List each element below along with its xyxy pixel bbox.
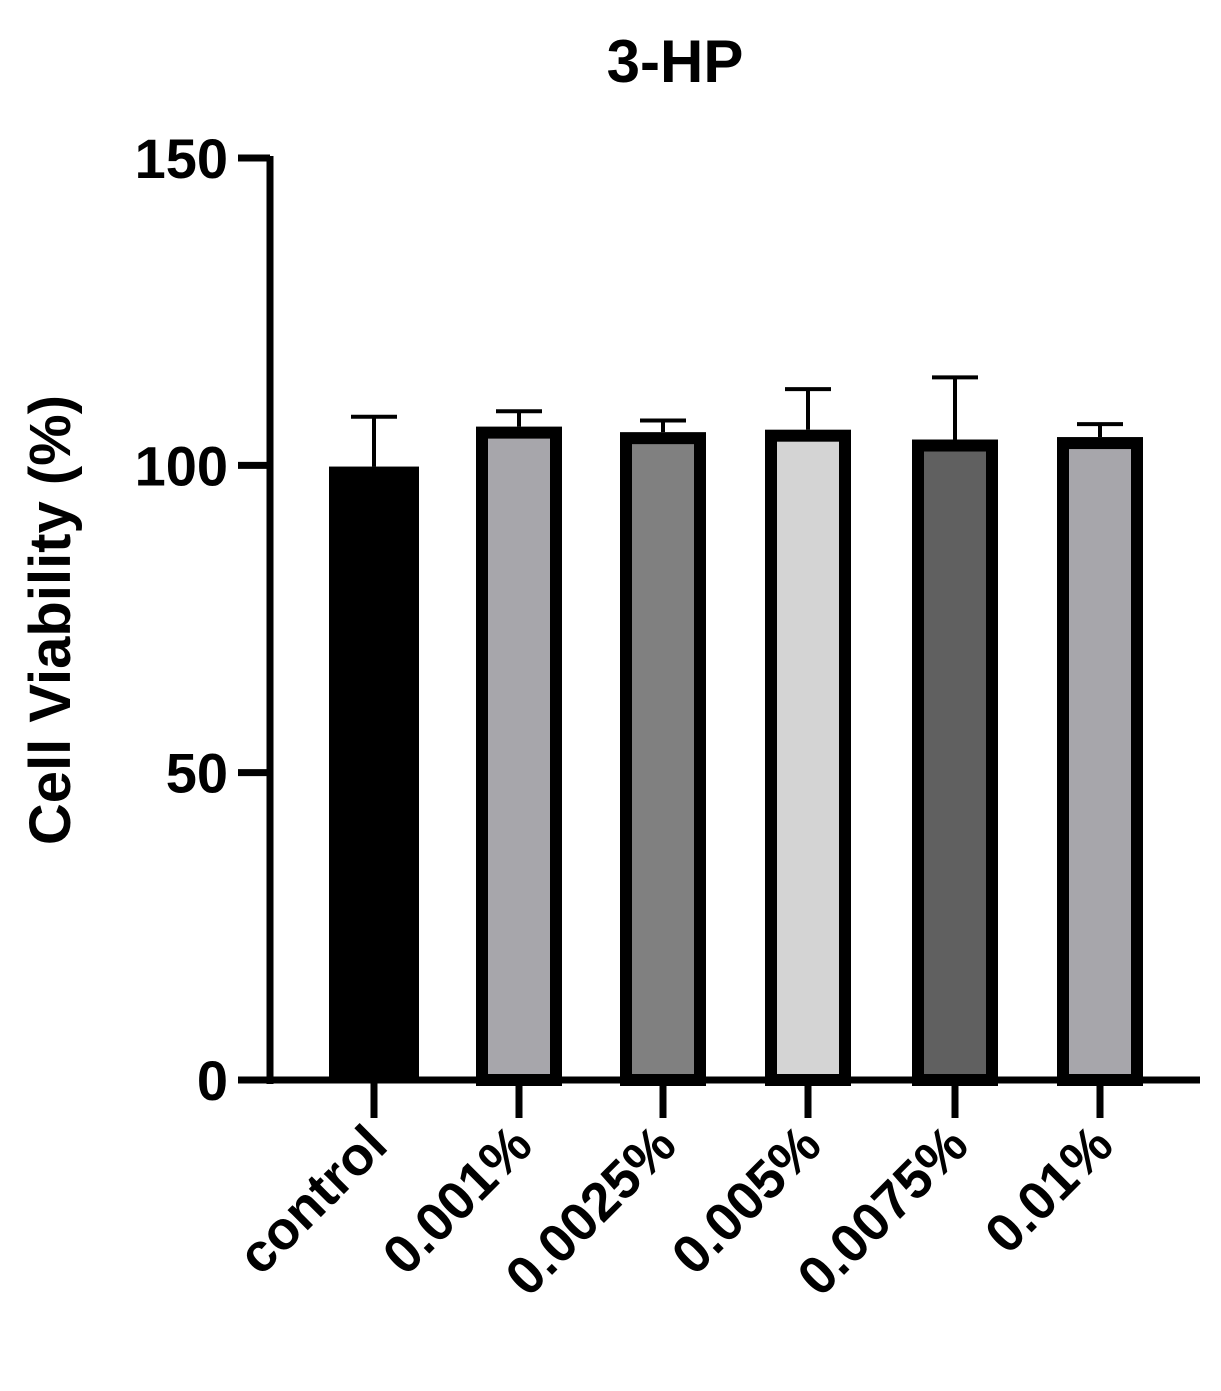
error-bars	[351, 375, 1123, 467]
x-tick-label: control	[227, 1114, 399, 1286]
y-tick-label: 50	[166, 742, 228, 805]
x-tick-label: 0.01%	[974, 1114, 1125, 1265]
y-tick-label: 100	[135, 434, 228, 497]
y-axis-label: Cell Viability (%)	[18, 395, 83, 845]
bar	[765, 429, 851, 1086]
bars	[329, 426, 1143, 1087]
chart-title: 3-HP	[607, 28, 744, 95]
y-tick-label: 0	[197, 1049, 228, 1112]
axes	[266, 156, 1200, 1084]
bar	[620, 432, 706, 1086]
y-axis: 0 50 100 150	[135, 127, 270, 1112]
bar	[1057, 437, 1143, 1086]
bar	[912, 439, 998, 1086]
y-tick-label: 150	[135, 127, 228, 190]
bar	[476, 426, 562, 1087]
bar	[329, 466, 419, 1081]
